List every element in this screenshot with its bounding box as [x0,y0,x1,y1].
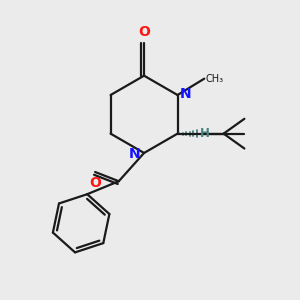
Text: N: N [180,86,191,100]
Text: O: O [89,176,101,190]
Text: O: O [138,26,150,39]
Text: H: H [200,127,210,140]
Text: N: N [129,148,140,161]
Text: CH₃: CH₃ [206,74,224,84]
